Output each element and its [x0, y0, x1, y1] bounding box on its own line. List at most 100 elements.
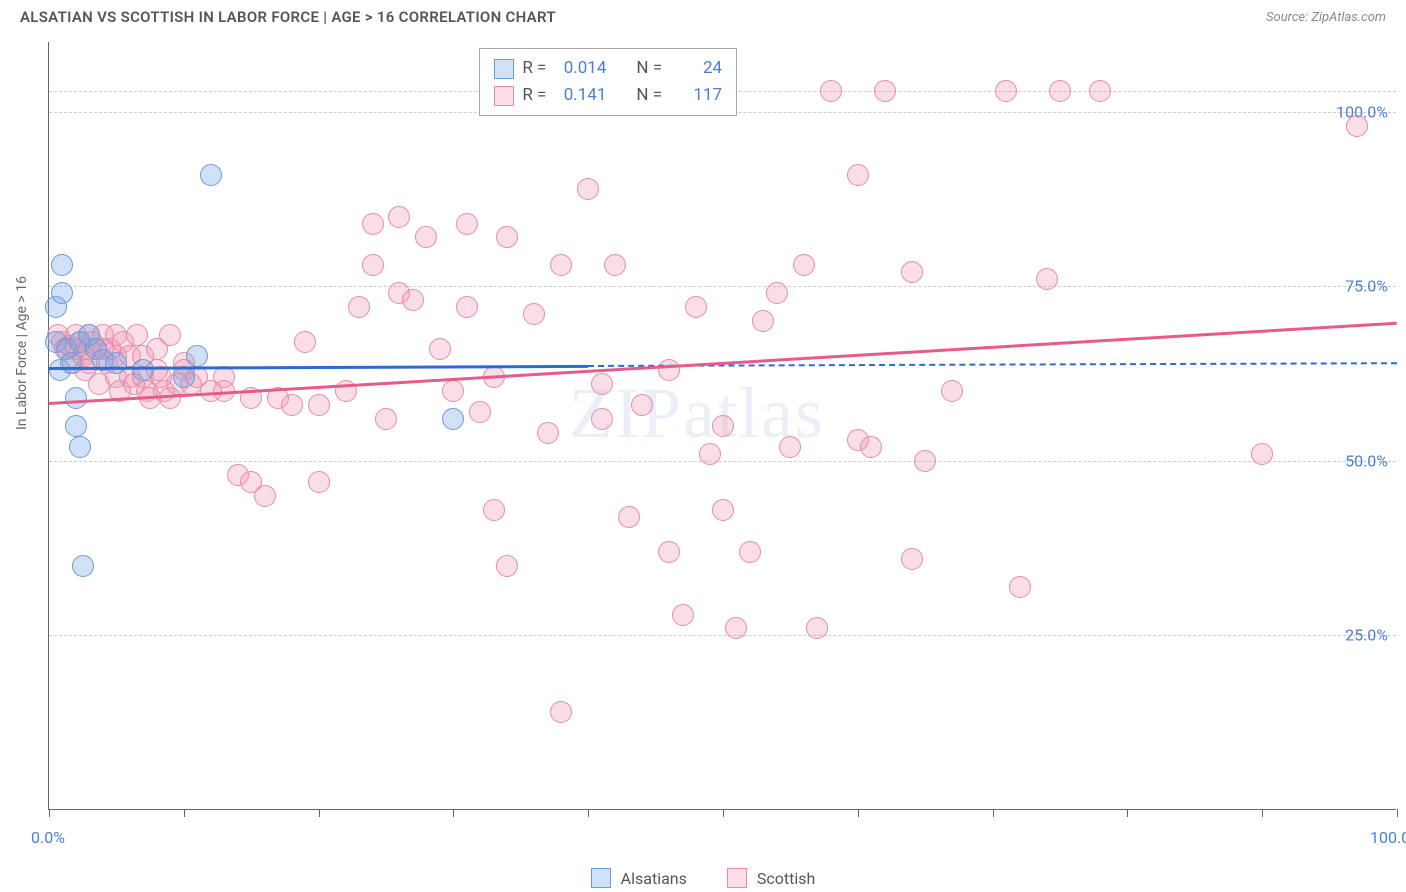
data-point [308, 394, 330, 416]
chart-title: ALSATIAN VS SCOTTISH IN LABOR FORCE | AG… [20, 8, 556, 26]
data-point [65, 415, 87, 437]
data-point [105, 352, 127, 374]
data-point [779, 436, 801, 458]
data-point [752, 310, 774, 332]
data-point [712, 415, 734, 437]
data-point [537, 422, 559, 444]
data-point [375, 408, 397, 430]
data-point [281, 394, 303, 416]
x-tick [858, 809, 859, 817]
data-point [132, 359, 154, 381]
data-point [550, 254, 572, 276]
data-point [362, 254, 384, 276]
data-point [72, 555, 94, 577]
data-point [69, 436, 91, 458]
data-point [60, 352, 82, 374]
data-point [415, 226, 437, 248]
legend-swatch-icon [494, 86, 514, 106]
data-point [496, 226, 518, 248]
data-point [860, 436, 882, 458]
data-point [806, 617, 828, 639]
x-tick [184, 809, 185, 817]
n-label: N = [636, 55, 662, 82]
y-tick-label: 50.0% [1345, 451, 1388, 470]
data-point [362, 213, 384, 235]
data-point [766, 282, 788, 304]
data-point [1036, 268, 1058, 290]
r-label: R = [522, 55, 546, 82]
data-point [725, 617, 747, 639]
source-label: Source: ZipAtlas.com [1266, 10, 1386, 25]
data-point [442, 408, 464, 430]
data-point [429, 338, 451, 360]
data-point [941, 380, 963, 402]
data-point [658, 359, 680, 381]
y-axis-label: In Labor Force | Age > 16 [14, 276, 30, 430]
data-point [847, 164, 869, 186]
data-point [699, 443, 721, 465]
x-tick [588, 809, 589, 817]
x-tick-label: 0.0% [31, 828, 65, 847]
data-point [200, 164, 222, 186]
data-point [739, 541, 761, 563]
data-point [523, 303, 545, 325]
data-point [550, 701, 572, 723]
data-point [1346, 115, 1368, 137]
legend-item-alsatians: Alsatians [591, 868, 687, 888]
data-point [402, 289, 424, 311]
data-point [591, 373, 613, 395]
data-point [186, 345, 208, 367]
data-point [685, 296, 707, 318]
data-point [126, 324, 148, 346]
r-label: R = [522, 82, 546, 109]
data-point [1089, 80, 1111, 102]
data-point [672, 604, 694, 626]
data-point [173, 366, 195, 388]
data-point [159, 324, 181, 346]
data-point [591, 408, 613, 430]
stats-legend-row: R = 0.141 N = 117 [494, 82, 722, 109]
legend-label: Alsatians [621, 869, 687, 888]
data-point [254, 485, 276, 507]
data-point [1049, 80, 1071, 102]
stats-legend-row: R =0.014N =24 [494, 55, 722, 82]
x-tick [993, 809, 994, 817]
data-point [348, 296, 370, 318]
data-point [658, 541, 680, 563]
data-point [51, 282, 73, 304]
data-point [483, 499, 505, 521]
data-point [1009, 576, 1031, 598]
y-tick-label: 25.0% [1345, 626, 1388, 645]
data-point [51, 254, 73, 276]
data-point [874, 80, 896, 102]
data-point [793, 254, 815, 276]
data-point [456, 296, 478, 318]
x-tick [453, 809, 454, 817]
legend-swatch-icon [591, 868, 611, 888]
data-point [995, 80, 1017, 102]
data-point [914, 450, 936, 472]
scatter-plot: ZIPatlas 25.0%50.0%75.0%100.0% [48, 42, 1396, 810]
x-tick [1397, 809, 1398, 817]
gridline [49, 286, 1396, 287]
data-point [65, 387, 87, 409]
data-point [820, 80, 842, 102]
data-point [712, 499, 734, 521]
data-point [604, 254, 626, 276]
data-point [294, 331, 316, 353]
x-tick [49, 809, 50, 817]
n-label: N = [636, 82, 662, 109]
stats-legend: R =0.014N =24R =0.141N =117 [479, 48, 737, 116]
data-point [456, 213, 478, 235]
r-value: 0.141 [554, 82, 606, 109]
data-point [901, 261, 923, 283]
n-value: 117 [670, 82, 722, 109]
data-point [469, 401, 491, 423]
x-tick [1127, 809, 1128, 817]
r-value: 0.014 [554, 55, 606, 82]
data-point [577, 178, 599, 200]
x-tick-label: 100.0% [1370, 828, 1406, 847]
gridline [49, 635, 1396, 636]
data-point [1251, 443, 1273, 465]
data-point [901, 548, 923, 570]
